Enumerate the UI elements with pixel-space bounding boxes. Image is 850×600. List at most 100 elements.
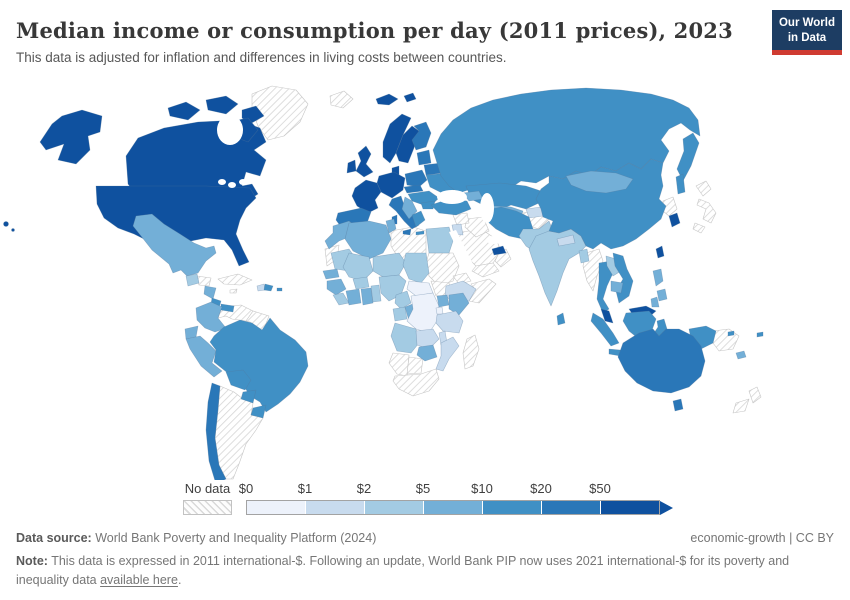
country-honduras[interactable]	[196, 275, 212, 287]
country-syria[interactable]	[452, 212, 470, 226]
country-ireland[interactable]	[346, 159, 357, 174]
country-kenya[interactable]	[448, 292, 470, 316]
country-dr-congo[interactable]	[406, 292, 440, 334]
country-russia-kamchatka[interactable]	[676, 132, 700, 182]
country-japan-hokkaido[interactable]	[695, 180, 712, 197]
country-vietnam[interactable]	[612, 252, 634, 304]
legend-bin-3[interactable]: $5	[416, 481, 482, 514]
owid-logo[interactable]: Our World in Data	[772, 10, 842, 55]
country-hawaii[interactable]	[3, 221, 9, 227]
country-canada-arctic-1[interactable]	[167, 101, 201, 121]
country-brazil[interactable]	[209, 317, 309, 413]
country-papua-new-guinea[interactable]	[712, 328, 740, 352]
country-solomon-islands[interactable]	[727, 330, 735, 337]
country-guinea[interactable]	[326, 278, 347, 296]
country-paraguay[interactable]	[240, 389, 257, 404]
country-new-caledonia[interactable]	[735, 350, 747, 360]
country-philippines-visayas[interactable]	[656, 288, 668, 302]
country-kyrgyzstan-tajikistan[interactable]	[525, 206, 544, 219]
country-yemen[interactable]	[471, 262, 500, 278]
country-svalbard-2[interactable]	[403, 92, 417, 103]
country-eritrea[interactable]	[452, 272, 472, 285]
country-somalia[interactable]	[468, 278, 497, 304]
country-united-states[interactable]	[95, 185, 257, 267]
country-ghana[interactable]	[360, 287, 374, 306]
data-source-value[interactable]: World Bank Poverty and Inequality Platfo…	[95, 531, 377, 545]
country-peru[interactable]	[185, 335, 223, 378]
country-new-zealand-north[interactable]	[748, 386, 762, 404]
country-svalbard[interactable]	[375, 93, 399, 106]
country-algeria[interactable]	[344, 220, 392, 260]
country-finland[interactable]	[411, 121, 432, 151]
country-chile[interactable]	[205, 382, 227, 485]
country-france[interactable]	[351, 179, 382, 214]
country-puerto-rico[interactable]	[276, 287, 283, 292]
country-germany-alps[interactable]	[376, 171, 406, 199]
country-mongolia[interactable]	[565, 170, 634, 194]
legend-bin-5[interactable]: $20	[530, 481, 600, 514]
country-zimbabwe[interactable]	[416, 344, 438, 362]
legend-bin-0[interactable]: $0	[239, 481, 305, 514]
country-malaysia[interactable]	[600, 308, 614, 324]
country-philippines-luzon[interactable]	[652, 268, 664, 287]
legend-bin-2[interactable]: $2	[357, 481, 423, 514]
country-mali[interactable]	[342, 252, 374, 282]
country-argentina[interactable]	[214, 385, 264, 480]
country-niger[interactable]	[372, 252, 407, 278]
country-gabon[interactable]	[392, 306, 408, 322]
country-fiji[interactable]	[756, 331, 764, 338]
country-united-kingdom[interactable]	[355, 145, 374, 178]
country-tunisia[interactable]	[385, 218, 397, 234]
legend-no-data[interactable]: No data	[183, 481, 232, 515]
country-czechia-slovakia[interactable]	[403, 184, 424, 194]
country-taiwan[interactable]	[655, 245, 665, 259]
country-sweden[interactable]	[395, 125, 420, 164]
country-greece[interactable]	[411, 210, 426, 228]
country-angola[interactable]	[390, 322, 420, 354]
country-japan-honshu[interactable]	[696, 198, 717, 224]
country-egypt[interactable]	[425, 226, 454, 254]
country-rwanda-burundi[interactable]	[435, 306, 444, 315]
country-indonesia-sumatra[interactable]	[590, 312, 620, 347]
country-nepal[interactable]	[556, 234, 576, 247]
country-togo-benin[interactable]	[370, 284, 382, 303]
country-burkina-faso[interactable]	[352, 276, 370, 290]
country-cameroon[interactable]	[394, 290, 412, 310]
country-philippines-palawan[interactable]	[650, 296, 660, 308]
country-jamaica[interactable]	[229, 288, 238, 294]
country-baltics[interactable]	[416, 149, 432, 166]
country-tanzania[interactable]	[435, 310, 464, 334]
country-cuba[interactable]	[217, 273, 253, 286]
country-poland[interactable]	[404, 169, 428, 188]
country-zambia[interactable]	[415, 328, 440, 350]
note-link[interactable]: available here	[100, 572, 178, 587]
country-bolivia[interactable]	[225, 369, 252, 391]
legend-bin-4[interactable]: $10	[471, 481, 541, 514]
country-mozambique[interactable]	[435, 336, 460, 372]
country-uganda[interactable]	[436, 294, 450, 308]
rights-line[interactable]: economic-growth | CC BY	[690, 531, 834, 545]
country-alaska[interactable]	[39, 109, 103, 165]
country-russia-sakhalin[interactable]	[675, 173, 686, 195]
country-bangladesh[interactable]	[578, 248, 590, 264]
country-namibia[interactable]	[388, 352, 410, 377]
country-sri-lanka[interactable]	[556, 312, 566, 326]
country-nicaragua[interactable]	[203, 285, 217, 300]
country-madagascar[interactable]	[462, 334, 480, 370]
country-uruguay[interactable]	[250, 404, 267, 419]
country-senegal[interactable]	[322, 268, 340, 280]
country-new-zealand-south[interactable]	[732, 398, 750, 414]
country-japan-kyushu[interactable]	[692, 222, 706, 234]
country-australia[interactable]	[617, 328, 706, 394]
country-botswana[interactable]	[406, 356, 424, 375]
country-united-arab-emirates[interactable]	[491, 245, 507, 256]
country-italy[interactable]	[388, 195, 420, 230]
country-bulgaria[interactable]	[420, 200, 436, 210]
country-cote-divoire[interactable]	[345, 288, 362, 306]
legend-bin-6[interactable]: $50	[589, 481, 659, 514]
country-china[interactable]	[535, 158, 667, 250]
country-cambodia[interactable]	[610, 280, 624, 294]
country-canada-arctic-2[interactable]	[205, 95, 239, 115]
country-iceland[interactable]	[329, 90, 354, 109]
legend-bin-1[interactable]: $1	[298, 481, 364, 514]
